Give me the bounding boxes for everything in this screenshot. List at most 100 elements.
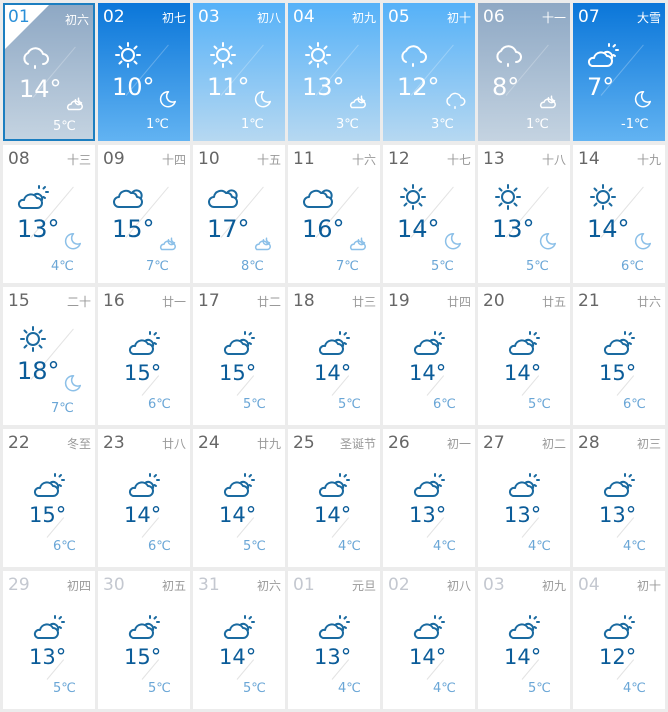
day-cell[interactable]: 09 十四 15° 7℃ [98, 145, 190, 283]
day-date: 13 [483, 149, 505, 169]
day-date: 25 [293, 433, 315, 453]
moon-icon [253, 89, 277, 111]
lunar-date: 初六 [64, 13, 89, 27]
day-cell[interactable]: 29 初四 13° 5℃ [3, 571, 95, 709]
day-cell[interactable]: 02 初七 10° 1℃ [98, 3, 190, 141]
sun-icon [17, 325, 49, 353]
day-cell[interactable]: 08 十三 13° 4℃ [3, 145, 95, 283]
day-cell[interactable]: 28 初三 13° 4℃ [573, 429, 665, 567]
day-cell[interactable]: 12 十七 14° 5℃ [383, 145, 475, 283]
lunar-date: 初六 [256, 579, 281, 593]
lunar-date: 大雪 [636, 11, 661, 25]
cloud-sun-icon [603, 329, 635, 357]
day-cell[interactable]: 03 初九 14° 5℃ [478, 571, 570, 709]
day-cell[interactable]: 03 初八 11° 1℃ [193, 3, 285, 141]
low-temp: 1℃ [146, 117, 169, 132]
day-cell[interactable]: 24 廿九 14° 5℃ [193, 429, 285, 567]
high-temp: 15° [124, 645, 162, 669]
lunar-date: 廿二 [256, 295, 281, 309]
day-date: 02 [388, 575, 410, 595]
day-cell[interactable]: 14 十九 14° 6℃ [573, 145, 665, 283]
day-cell[interactable]: 21 廿六 15° 6℃ [573, 287, 665, 425]
moon-icon [633, 231, 657, 253]
day-cell[interactable]: 10 十五 17° 8℃ [193, 145, 285, 283]
day-date: 12 [388, 149, 410, 169]
high-temp: 14° [219, 645, 257, 669]
low-temp: 4℃ [623, 539, 646, 554]
day-cell[interactable]: 23 廿八 14° 6℃ [98, 429, 190, 567]
day-cell[interactable]: 01 元旦 13° 4℃ [288, 571, 380, 709]
day-cell[interactable]: 06 十一 8° 1℃ [478, 3, 570, 141]
lunar-date: 冬至 [66, 437, 91, 451]
lunar-date: 初十 [446, 11, 471, 25]
cloud-moon-icon [158, 231, 182, 253]
day-date: 11 [293, 149, 315, 169]
day-cell[interactable]: 27 初二 13° 4℃ [478, 429, 570, 567]
lunar-date: 初八 [256, 11, 281, 25]
cloud-rain-icon [492, 41, 524, 69]
lunar-date: 廿一 [161, 295, 186, 309]
day-cell[interactable]: 31 初六 14° 5℃ [193, 571, 285, 709]
lunar-date: 初一 [446, 437, 471, 451]
day-date: 04 [578, 575, 600, 595]
lunar-date: 十四 [161, 153, 186, 167]
cloud-icon [112, 183, 144, 211]
day-cell[interactable]: 17 廿二 15° 5℃ [193, 287, 285, 425]
day-cell[interactable]: 19 廿四 14° 6℃ [383, 287, 475, 425]
day-date: 27 [483, 433, 505, 453]
lunar-date: 廿六 [636, 295, 661, 309]
low-temp: 5℃ [53, 681, 76, 696]
day-cell[interactable]: 25 圣诞节 14° 4℃ [288, 429, 380, 567]
lunar-date: 十五 [256, 153, 281, 167]
cloud-moon-icon [65, 91, 89, 113]
lunar-date: 初十 [636, 579, 661, 593]
low-temp: 4℃ [338, 539, 361, 554]
day-date: 02 [103, 7, 125, 27]
cloud-icon [302, 183, 334, 211]
lunar-date: 廿四 [446, 295, 471, 309]
high-temp: 13° [492, 215, 535, 243]
day-cell[interactable]: 20 廿五 14° 5℃ [478, 287, 570, 425]
day-date: 19 [388, 291, 410, 311]
lunar-date: 初七 [161, 11, 186, 25]
day-date: 09 [103, 149, 125, 169]
day-date: 03 [483, 575, 505, 595]
high-temp: 14° [504, 645, 542, 669]
low-temp: 4℃ [623, 681, 646, 696]
cloud-sun-icon [128, 329, 160, 357]
day-cell[interactable]: 15 二十 18° 7℃ [3, 287, 95, 425]
lunar-date: 初八 [446, 579, 471, 593]
day-cell[interactable]: 04 初九 13° 3℃ [288, 3, 380, 141]
day-cell[interactable]: 22 冬至 15° 6℃ [3, 429, 95, 567]
cloud-sun-icon [33, 471, 65, 499]
low-temp: 5℃ [243, 539, 266, 554]
day-cell[interactable]: 07 大雪 7° -1℃ [573, 3, 665, 141]
day-date: 07 [578, 7, 600, 27]
cloud-sun-icon [223, 471, 255, 499]
low-temp: 7℃ [336, 259, 359, 274]
high-temp: 15° [219, 361, 257, 385]
day-cell[interactable]: 26 初一 13° 4℃ [383, 429, 475, 567]
lunar-date: 圣诞节 [339, 437, 376, 451]
day-cell[interactable]: 11 十六 16° 7℃ [288, 145, 380, 283]
day-cell[interactable]: 13 十八 13° 5℃ [478, 145, 570, 283]
sun-icon [587, 183, 619, 211]
high-temp: 14° [409, 645, 447, 669]
moon-icon [633, 89, 657, 111]
high-temp: 15° [112, 215, 155, 243]
moon-icon [538, 231, 562, 253]
low-temp: 4℃ [433, 681, 456, 696]
high-temp: 15° [599, 361, 637, 385]
day-cell[interactable]: 04 初十 12° 4℃ [573, 571, 665, 709]
low-temp: 5℃ [148, 681, 171, 696]
day-cell[interactable]: 30 初五 15° 5℃ [98, 571, 190, 709]
low-temp: 1℃ [241, 117, 264, 132]
day-cell[interactable]: 18 廿三 14° 5℃ [288, 287, 380, 425]
sun-icon [397, 183, 429, 211]
day-cell[interactable]: 16 廿一 15° 6℃ [98, 287, 190, 425]
selected-corner [5, 5, 49, 49]
day-cell[interactable]: 05 初十 12° 3℃ [383, 3, 475, 141]
day-cell[interactable]: 02 初八 14° 4℃ [383, 571, 475, 709]
low-temp: 4℃ [51, 259, 74, 274]
day-cell[interactable]: 01 初六 14° 5℃ [3, 3, 95, 141]
